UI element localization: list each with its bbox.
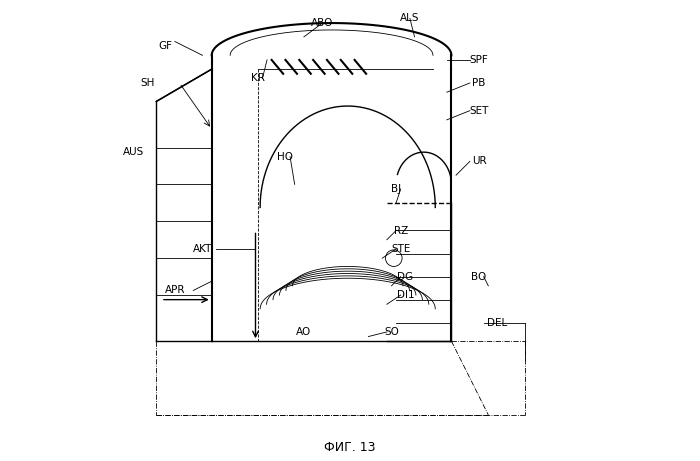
Text: HO: HO [277, 152, 293, 162]
Text: DI1: DI1 [396, 290, 414, 300]
Text: BO: BO [472, 272, 486, 282]
Text: BJ: BJ [391, 184, 401, 194]
Text: APR: APR [164, 285, 185, 296]
Text: ALS: ALS [400, 13, 420, 24]
Text: STE: STE [391, 244, 410, 254]
Text: AO: AO [296, 327, 312, 337]
Text: SET: SET [470, 106, 489, 116]
Text: DEL: DEL [487, 318, 508, 328]
Text: DG: DG [398, 272, 414, 282]
Text: SH: SH [140, 78, 154, 88]
Text: PB: PB [473, 78, 486, 88]
Text: SO: SO [384, 327, 399, 337]
Text: GF: GF [159, 41, 173, 51]
Text: ФИГ. 13: ФИГ. 13 [324, 441, 376, 454]
Text: ABO: ABO [312, 18, 333, 28]
Text: AKT: AKT [193, 244, 212, 254]
Text: KR: KR [251, 73, 265, 83]
Text: SPF: SPF [470, 55, 489, 65]
Text: RZ: RZ [393, 225, 408, 236]
Text: AUS: AUS [122, 147, 144, 157]
Text: UR: UR [472, 156, 486, 166]
